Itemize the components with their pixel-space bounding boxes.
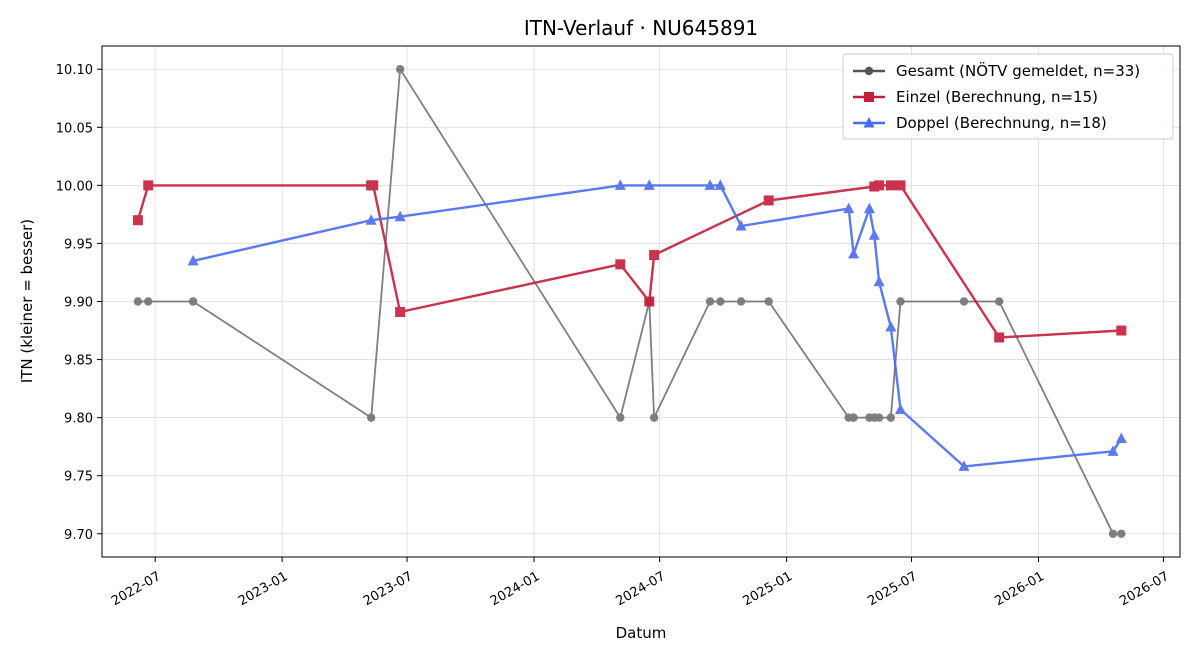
data-point: [132, 215, 143, 226]
data-point: [144, 297, 153, 306]
x-tick-label: 2023-07: [361, 569, 416, 609]
data-point: [894, 403, 906, 415]
data-point: [873, 275, 885, 287]
data-point: [143, 180, 154, 191]
legend-marker: [863, 117, 875, 128]
data-point: [188, 297, 198, 306]
series-line: [192, 184, 1123, 468]
data-point: [187, 254, 199, 266]
legend-entry: Einzel (Berechnung, n=15): [853, 88, 1098, 106]
legend-marker: [864, 92, 874, 102]
legend-label: Einzel (Berechnung, n=15): [896, 88, 1098, 106]
data-point: [714, 179, 726, 190]
data-point: [365, 214, 377, 225]
y-tick-label: 9.90: [64, 296, 93, 311]
data-point: [614, 179, 626, 190]
y-tick-label: 9.75: [64, 470, 93, 485]
x-tick-label: 2025-01: [740, 569, 795, 609]
data-point: [395, 306, 406, 317]
data-point: [704, 179, 716, 190]
x-tick-label: 2025-07: [865, 569, 920, 609]
legend: Gesamt (NÖTV gemeldet, n=33) Einzel (Bere…: [842, 53, 1174, 140]
data-point: [874, 180, 885, 191]
data-point: [868, 229, 880, 240]
data-point: [843, 202, 855, 214]
data-point: [885, 321, 897, 332]
data-point: [874, 413, 884, 422]
data-point: [1115, 432, 1127, 444]
data-point: [896, 297, 905, 306]
y-axis: 9.70 9.75 9.80 9.85 9.90 9.95 10.00 10.05 10.10: [56, 63, 102, 543]
x-axis: 2022-07 2023-01 2023-07 2024-01 2024-07 2025-…: [109, 557, 1172, 609]
legend-label: Gesamt (NÖTV gemeldet, n=33): [896, 61, 1140, 80]
data-point: [1117, 529, 1126, 538]
data-point: [644, 296, 655, 307]
data-point: [958, 460, 970, 471]
y-tick-label: 10.05: [56, 121, 93, 136]
series-gesamt: [133, 65, 1126, 538]
y-tick-label: 9.95: [64, 237, 93, 252]
legend-box: [842, 53, 1174, 140]
y-axis-label: ITN (kleiner = besser): [18, 219, 36, 383]
y-tick-label: 10.00: [56, 179, 93, 194]
legend-entry: Gesamt (NÖTV gemeldet, n=33): [853, 61, 1140, 80]
series-einzel: [132, 180, 1127, 343]
data-point: [994, 332, 1005, 343]
data-point: [764, 297, 773, 306]
series-line: [136, 184, 1122, 339]
y-tick-label: 9.85: [64, 354, 93, 369]
x-tick-label: 2022-07: [109, 569, 164, 609]
data-point: [885, 180, 896, 191]
data-point: [735, 220, 747, 231]
data-point: [705, 297, 715, 306]
data-point: [394, 210, 406, 222]
x-tick-label: 2026-07: [1117, 569, 1172, 609]
y-tick-label: 9.80: [64, 412, 93, 427]
data-point: [133, 297, 143, 306]
data-point: [959, 297, 969, 306]
x-tick-label: 2026-01: [992, 569, 1047, 609]
data-point: [1107, 445, 1119, 456]
x-tick-label: 2024-07: [613, 569, 668, 609]
data-point: [1108, 529, 1118, 538]
data-point: [649, 413, 659, 422]
data-point: [994, 297, 1004, 306]
data-point: [886, 413, 896, 422]
data-point: [736, 297, 746, 306]
chart-title: ITN-Verlauf · NU645891: [524, 16, 758, 40]
series-doppel: [187, 179, 1127, 471]
x-tick-label: 2023-01: [236, 569, 291, 609]
data-point: [849, 413, 858, 422]
data-point: [395, 65, 405, 74]
data-point: [615, 259, 626, 270]
data-point: [763, 195, 774, 206]
data-point: [366, 413, 376, 422]
data-point: [848, 247, 860, 259]
data-point: [863, 202, 875, 214]
y-tick-label: 10.10: [56, 63, 93, 78]
y-tick-label: 9.70: [64, 528, 93, 543]
data-point: [616, 413, 625, 422]
legend-entry: Doppel (Berechnung, n=18): [853, 114, 1107, 132]
legend-marker: [864, 66, 874, 76]
data-point: [895, 180, 906, 191]
x-axis-label: Datum: [616, 624, 667, 642]
data-point: [716, 297, 725, 306]
data-point: [643, 179, 655, 190]
legend-label: Doppel (Berechnung, n=18): [896, 114, 1107, 132]
series-layer: [132, 65, 1127, 538]
data-point: [649, 250, 660, 261]
data-point: [368, 180, 379, 191]
x-tick-label: 2024-01: [488, 569, 543, 609]
data-point: [1116, 325, 1127, 336]
